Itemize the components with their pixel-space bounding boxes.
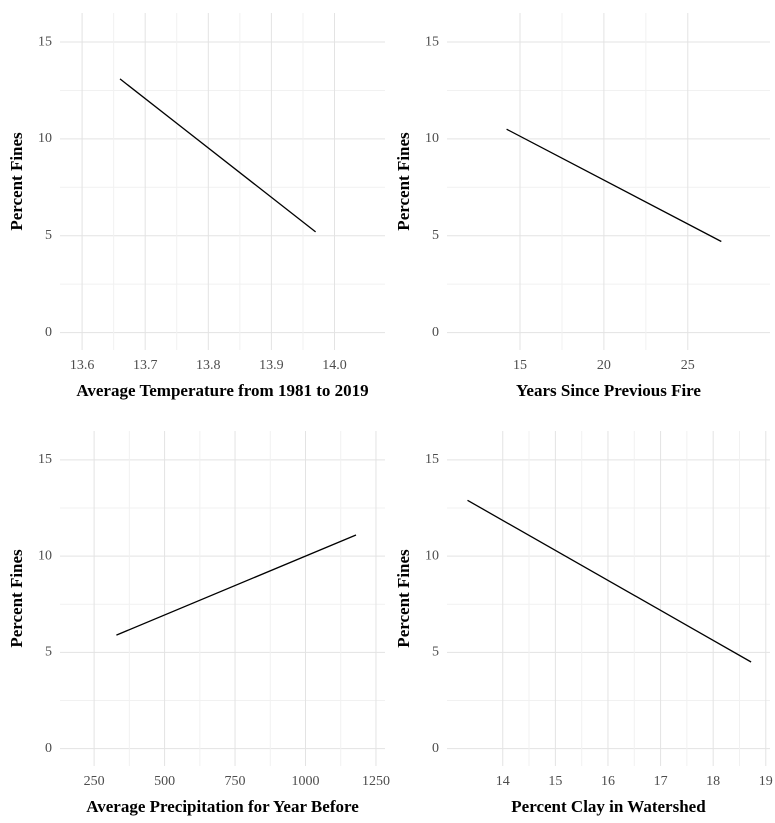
x-tick-label: 15 [548, 774, 562, 789]
y-tick-label: 5 [432, 228, 439, 243]
x-tick-label: 1250 [362, 774, 390, 789]
x-axis-title: Years Since Previous Fire [516, 381, 701, 400]
x-tick-label: 25 [681, 358, 695, 373]
x-tick-label: 13.8 [196, 358, 221, 373]
y-axis-title: Percent Fines [394, 132, 413, 231]
trend-line [116, 534, 357, 636]
y-tick-label: 15 [425, 452, 439, 467]
x-tick-label: 15 [513, 358, 527, 373]
y-axis-title: Percent Fines [7, 549, 26, 648]
y-tick-label: 5 [45, 228, 52, 243]
x-axis-title: Average Temperature from 1981 to 2019 [76, 381, 368, 400]
x-tick-label: 500 [154, 774, 175, 789]
trend-line [119, 78, 317, 233]
y-tick-label: 0 [432, 741, 439, 756]
x-tick-label: 13.6 [70, 358, 95, 373]
x-tick-label: 750 [225, 774, 246, 789]
y-tick-label: 10 [425, 131, 439, 146]
x-axis-title: Average Precipitation for Year Before [86, 797, 359, 816]
x-tick-label: 16 [601, 774, 615, 789]
y-tick-label: 5 [432, 645, 439, 660]
x-tick-label: 13.7 [133, 358, 158, 373]
x-tick-label: 17 [654, 774, 668, 789]
y-axis-title: Percent Fines [394, 549, 413, 648]
y-tick-label: 15 [38, 34, 52, 49]
x-tick-label: 13.9 [259, 358, 284, 373]
y-tick-label: 0 [45, 325, 52, 340]
x-tick-label: 20 [597, 358, 611, 373]
y-tick-label: 10 [425, 548, 439, 563]
y-tick-label: 15 [38, 452, 52, 467]
y-tick-label: 5 [45, 645, 52, 660]
y-tick-label: 10 [38, 131, 52, 146]
x-tick-label: 14 [496, 774, 510, 789]
y-tick-label: 0 [432, 325, 439, 340]
x-tick-label: 18 [706, 774, 720, 789]
x-tick-label: 19 [759, 774, 773, 789]
trend-line [467, 499, 752, 663]
trend-line [506, 128, 722, 243]
y-axis-title: Percent Fines [7, 132, 26, 231]
x-axis-title: Percent Clay in Watershed [511, 797, 706, 816]
x-tick-label: 250 [84, 774, 105, 789]
x-tick-label: 1000 [292, 774, 320, 789]
y-tick-label: 0 [45, 741, 52, 756]
x-tick-label: 14.0 [322, 358, 347, 373]
y-tick-label: 10 [38, 548, 52, 563]
y-tick-label: 15 [425, 34, 439, 49]
